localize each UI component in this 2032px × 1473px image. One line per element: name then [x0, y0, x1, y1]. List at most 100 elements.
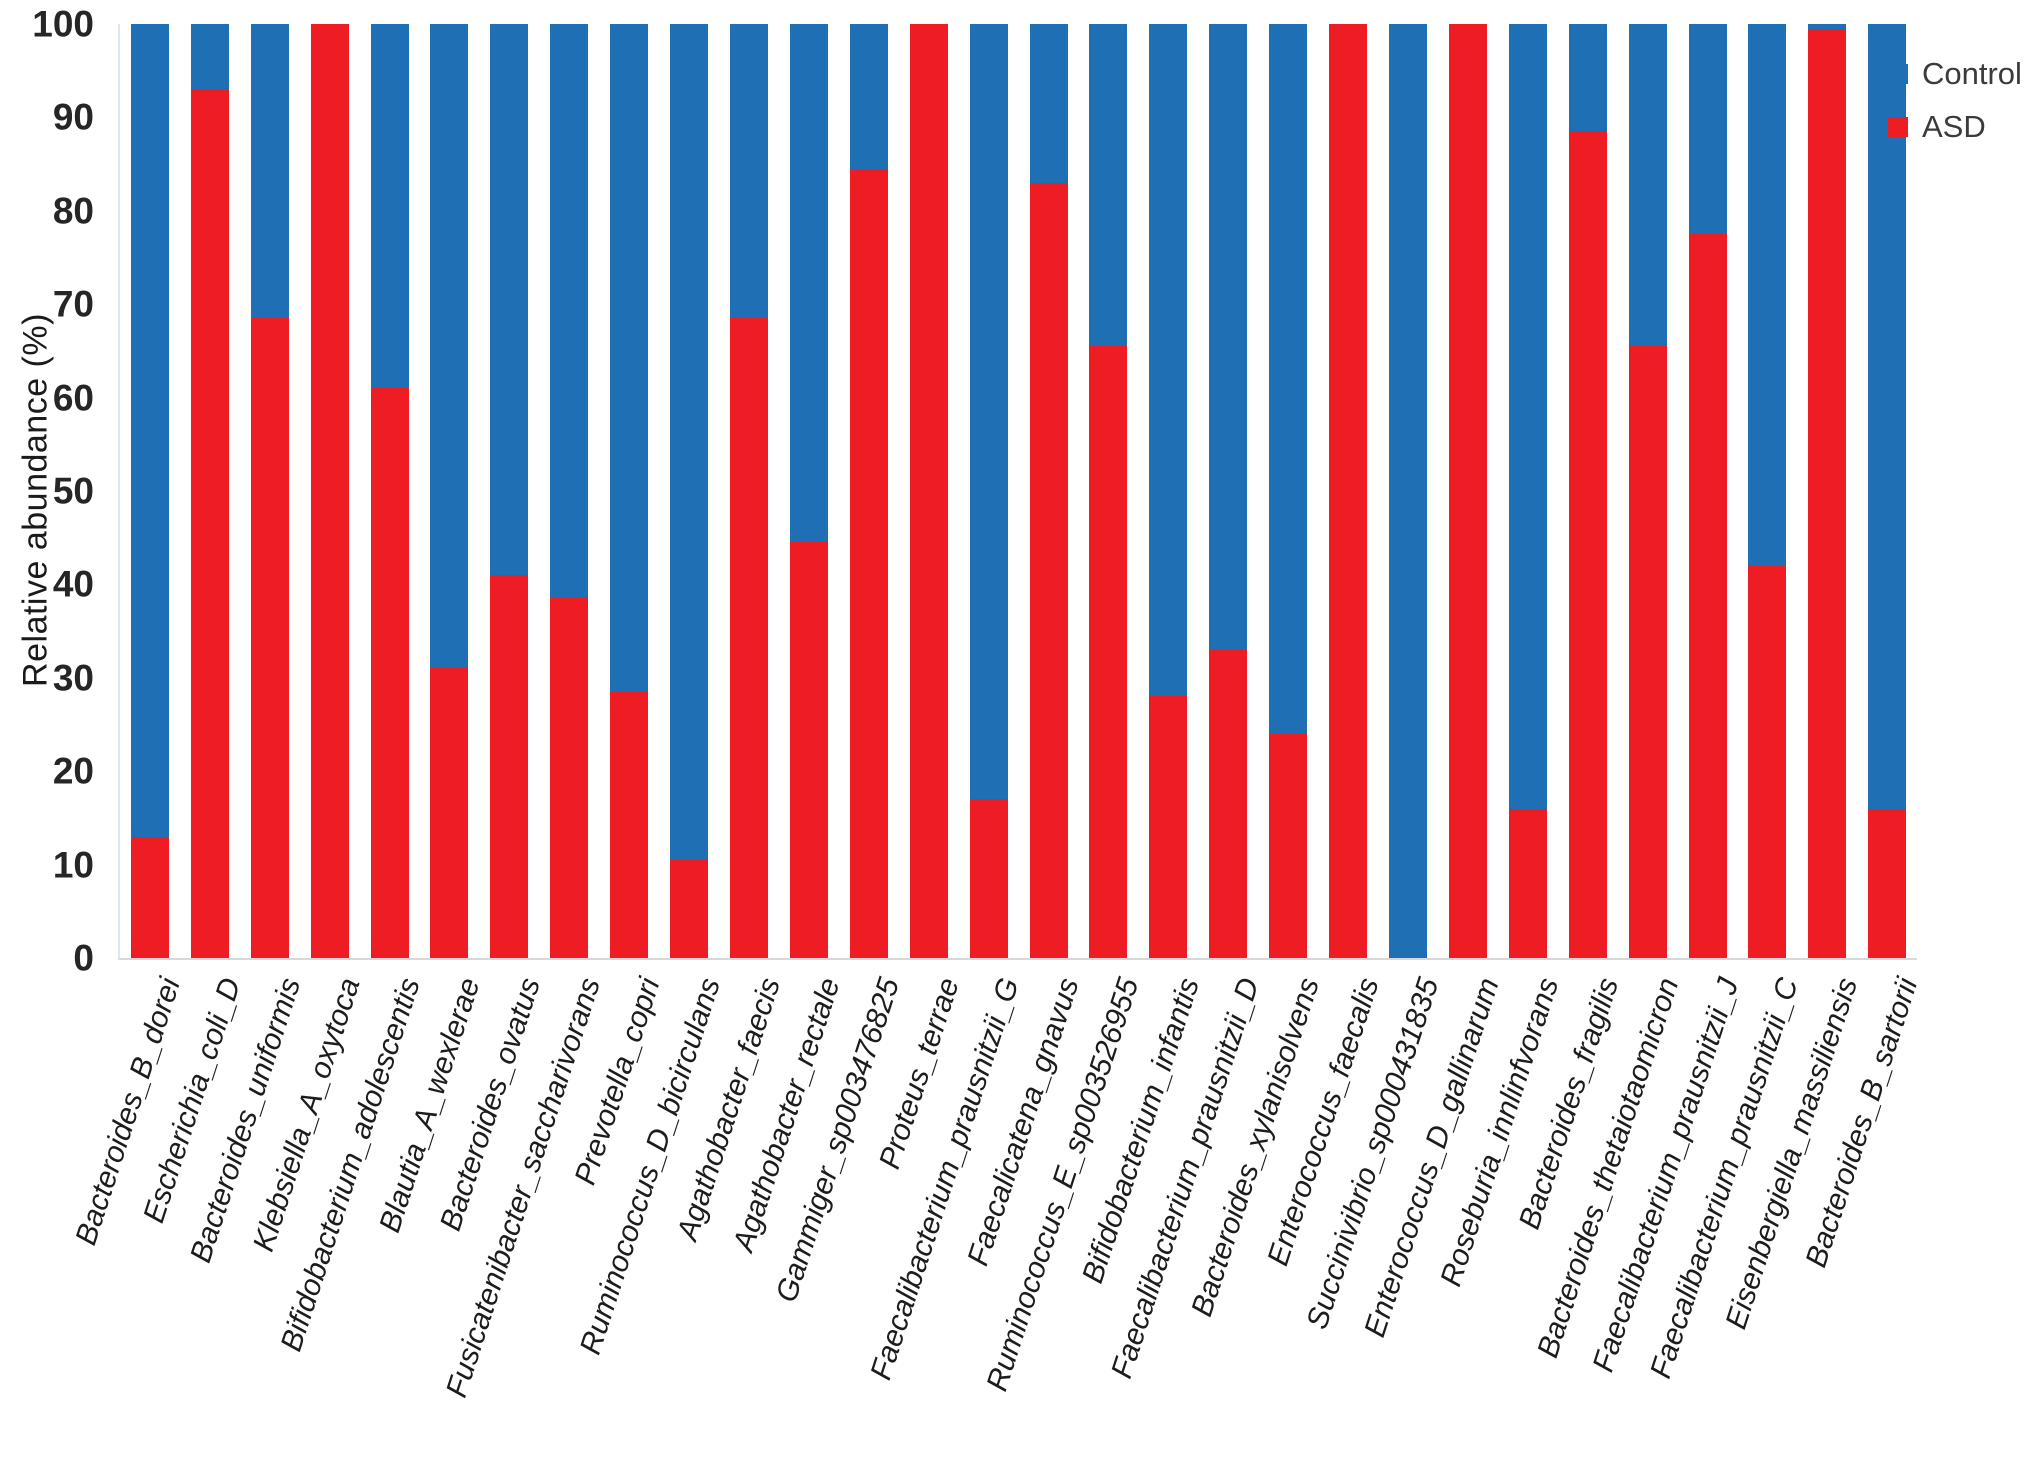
bar-column: Klebsiella_A_oxytoca: [248, 24, 367, 1255]
bar-column: Bacteroides_ovatus: [434, 24, 547, 1235]
bar-segment-control: [1688, 24, 1727, 235]
bar-column: Proteus_terrae: [873, 24, 966, 1173]
bar-segment-control: [1029, 24, 1068, 183]
stacked-bar: [1508, 24, 1547, 958]
stacked-bar: [1628, 24, 1667, 958]
bar-column: Ruminococcus_D_bicirculans: [574, 24, 726, 1358]
bar-segment-asd: [1149, 696, 1188, 958]
bar-segment-asd: [789, 542, 828, 958]
bar-column: Bacteroides_fragilis: [1513, 24, 1625, 1233]
y-tick-label: 50: [52, 470, 94, 512]
bar-column: Fusicatenibacter_saccharivorans: [440, 24, 607, 1401]
bar-column: Agathobacter_rectale: [727, 24, 846, 1255]
bar-column: Enterococcus_D_gallinarum: [1358, 24, 1505, 1341]
bar-segment-asd: [1209, 649, 1248, 958]
bar-column: Eisenbergiella_massiliensis: [1720, 24, 1865, 1333]
bar-segment-asd: [1029, 182, 1068, 958]
bar-column: Bacteroides_xylanisolvens: [1185, 24, 1326, 1320]
bar-segment-asd: [310, 24, 349, 958]
bar-segment-control: [190, 24, 229, 90]
bar-segment-asd: [670, 859, 709, 958]
bar-segment-asd: [490, 575, 529, 958]
legend: Control ASD: [1888, 58, 2022, 164]
bar-segment-control: [610, 24, 649, 692]
bar-column: Bifidobacterium_adolescentis: [275, 24, 427, 1355]
y-tick-label: 40: [52, 563, 94, 605]
stacked-bar: [1748, 24, 1787, 958]
bar-segment-asd: [370, 388, 409, 958]
stacked-bar: [1568, 24, 1607, 958]
stacked-bar: [730, 24, 769, 958]
bar-segment-asd: [849, 168, 888, 958]
bar-segment-control: [1568, 24, 1607, 132]
stacked-bar: [969, 24, 1008, 958]
y-axis-ticks: 0 10 20 30 40 50 60 70 80 90 100: [0, 6, 100, 977]
bar-column: Escherichia_coli_D: [137, 24, 247, 1227]
bar-segment-asd: [1808, 28, 1847, 958]
stacked-bar: [1448, 24, 1487, 958]
bar-column: Enterococcus_faecalis: [1261, 24, 1385, 1270]
bar-segment-asd: [130, 836, 169, 958]
stacked-bar: [250, 24, 289, 958]
legend-label: ASD: [1922, 109, 1986, 144]
bar-segment-asd: [1748, 565, 1787, 958]
bar-segment-asd: [1568, 131, 1607, 958]
bar-column: Agathobacter_faecis: [670, 24, 786, 1244]
y-tick-label: 60: [52, 377, 94, 419]
stacked-bar: [1029, 24, 1068, 958]
bar-segment-asd: [1868, 808, 1907, 958]
stacked-bar: [1149, 24, 1188, 958]
bar-segment-control: [1868, 24, 1907, 809]
bar-segment-asd: [730, 318, 769, 958]
bar-segment-asd: [1628, 346, 1667, 958]
bar-column: Ruminococcus_E_sp003526955: [981, 24, 1146, 1395]
bar-segment-control: [1149, 24, 1188, 697]
bar-segment-control: [250, 24, 289, 319]
bar-column: Roseburia_innlinfvorans: [1434, 24, 1565, 1290]
bar-segment-asd: [610, 691, 649, 958]
bar-segment-control: [1089, 24, 1128, 347]
stacked-bar: [1868, 24, 1907, 958]
bar-segment-asd: [190, 89, 229, 958]
stacked-bar: [550, 24, 589, 958]
stacked-bar: [909, 24, 948, 958]
bar-segment-asd: [1508, 808, 1547, 958]
stacked-bar: [130, 24, 169, 958]
legend-item: Control: [1888, 58, 2022, 89]
bar-column: Bacteroides_uniformis: [184, 24, 307, 1266]
y-tick-label: 10: [52, 844, 94, 886]
stacked-bar: [1688, 24, 1727, 958]
legend-swatch-icon: [1888, 116, 1908, 137]
bar-segment-control: [730, 24, 769, 319]
bar-segment-asd: [1269, 733, 1308, 958]
stacked-bar: [1209, 24, 1248, 958]
y-tick-label: 20: [52, 750, 94, 792]
bar-column: Faecalibacterium_prausnitzii_G: [865, 24, 1026, 1384]
stacked-bar: [1089, 24, 1128, 958]
bar-segment-control: [789, 24, 828, 543]
bar-segment-asd: [1688, 234, 1727, 958]
y-tick-label: 0: [73, 937, 94, 979]
y-tick-label: 70: [52, 283, 94, 325]
stacked-bar: [430, 24, 469, 958]
bar-column: Succinivibrio_sp000431835: [1301, 24, 1445, 1333]
stacked-bar: [1388, 24, 1427, 958]
bar-segment-asd: [1448, 24, 1487, 958]
bar-segment-control: [370, 24, 409, 389]
bar-column: Gammiger_sp003476825: [770, 24, 906, 1306]
bar-segment-asd: [430, 668, 469, 958]
bar-segment-control: [670, 24, 709, 860]
bar-segment-control: [130, 24, 169, 837]
bar-column: Faecalibacterium_prausnitzii_D: [1105, 24, 1266, 1382]
bar-column: Faecalicatena_gnavus: [962, 24, 1086, 1270]
stacked-bar: [1329, 24, 1368, 958]
stacked-bar: [789, 24, 828, 958]
bar-column: Bifidobacterium_infantis: [1076, 24, 1206, 1287]
bar-segment-asd: [909, 24, 948, 958]
stacked-bar: [610, 24, 649, 958]
stacked-bar: [1269, 24, 1308, 958]
bar-column: Bacteroides_B_dorei: [70, 24, 187, 1249]
legend-item: ASD: [1888, 111, 2022, 142]
bar-segment-control: [490, 24, 529, 576]
